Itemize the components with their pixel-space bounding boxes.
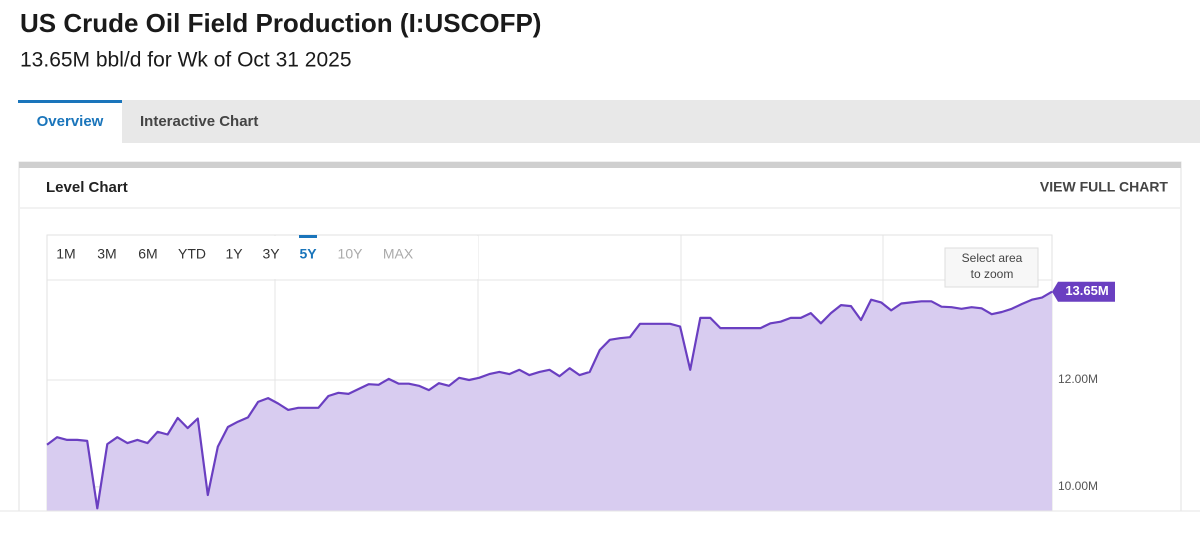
card-title: Level Chart (46, 179, 128, 196)
range-button[interactable]: 5Y (299, 246, 317, 262)
y-tick-label: 10.00M (1058, 479, 1098, 493)
range-button[interactable]: 1M (56, 246, 75, 262)
range-button[interactable]: 6M (138, 246, 157, 262)
page-title: US Crude Oil Field Production (I:USCOFP) (20, 8, 541, 38)
page-bottom (0, 511, 1200, 539)
range-indicator (299, 235, 317, 238)
view-full-chart[interactable]: VIEW FULL CHART (1040, 179, 1169, 195)
page-subtitle: 13.65M bbl/d for Wk of Oct 31 2025 (20, 49, 352, 72)
last-value-label: 13.65M (1065, 283, 1108, 298)
range-button[interactable]: YTD (178, 246, 206, 262)
plot (46, 235, 1053, 511)
tab[interactable]: Interactive Chart (140, 113, 258, 130)
tab-bg (18, 100, 122, 143)
area-line (46, 290, 1053, 510)
button-bar-bg (48, 236, 478, 279)
last-value-tag (1052, 281, 1115, 302)
zoom-hint: Select area (962, 251, 1023, 265)
range-button[interactable]: 10Y (338, 246, 364, 262)
range-button[interactable]: MAX (383, 246, 414, 262)
zoom-hint: to zoom (971, 267, 1014, 281)
range-button[interactable]: 3Y (262, 246, 280, 262)
tab-bar (18, 100, 1200, 143)
tab-indicator (18, 100, 122, 103)
y-tick-label: 12.00M (1058, 372, 1098, 386)
area-fill (47, 291, 1052, 511)
card-top-bar (19, 162, 1181, 168)
tab[interactable]: Overview (37, 113, 104, 130)
range-button[interactable]: 3M (97, 246, 116, 262)
zoom-hint-box (944, 247, 1039, 288)
range-button[interactable]: 1Y (225, 246, 243, 262)
